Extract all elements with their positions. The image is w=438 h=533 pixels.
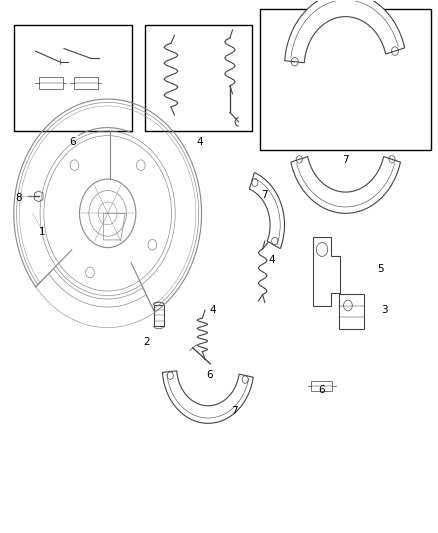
Text: 6: 6	[69, 136, 76, 147]
Text: 4: 4	[209, 305, 216, 315]
Text: 7: 7	[261, 190, 268, 200]
Text: 3: 3	[381, 305, 388, 315]
Text: 2: 2	[144, 337, 150, 347]
Text: 8: 8	[15, 193, 21, 204]
Text: 6: 6	[318, 385, 325, 395]
Polygon shape	[249, 173, 285, 248]
Polygon shape	[291, 157, 400, 213]
Polygon shape	[162, 371, 253, 423]
Text: 4: 4	[268, 255, 275, 265]
Text: 4: 4	[196, 136, 203, 147]
Text: 5: 5	[377, 264, 384, 274]
Text: 7: 7	[231, 406, 237, 416]
Text: 7: 7	[343, 155, 349, 165]
Polygon shape	[285, 0, 405, 63]
Text: 6: 6	[206, 370, 213, 381]
Text: 1: 1	[39, 227, 46, 237]
